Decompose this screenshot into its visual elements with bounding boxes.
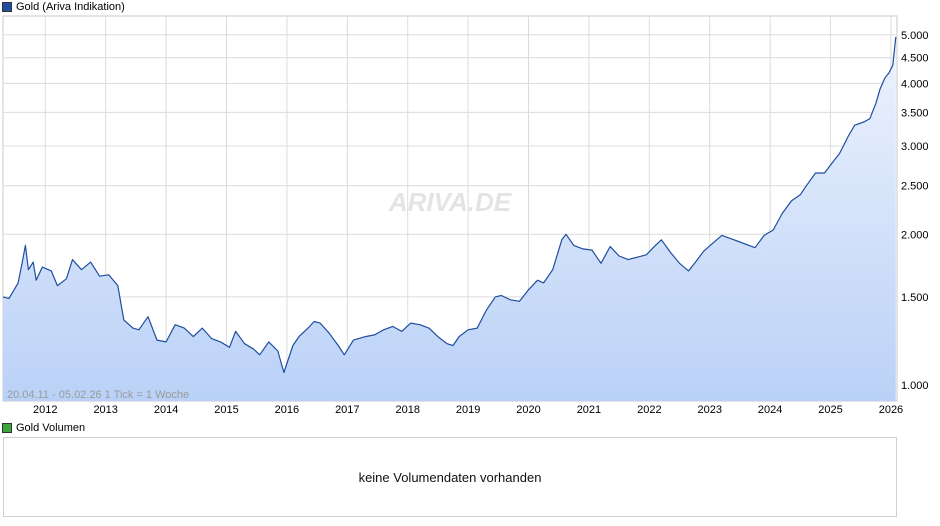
- x-tick-label: 2019: [456, 404, 480, 416]
- price-legend-label: Gold (Ariva Indikation): [16, 1, 125, 13]
- y-tick-label: 3.000: [901, 141, 929, 153]
- x-tick-label: 2021: [577, 404, 601, 416]
- volume-panel: keine Volumendaten vorhanden: [3, 437, 897, 517]
- x-tick-label: 2023: [698, 404, 722, 416]
- x-tick-label: 2013: [93, 404, 117, 416]
- x-tick-label: 2020: [516, 404, 540, 416]
- x-tick-label: 2025: [818, 404, 842, 416]
- price-legend-swatch: [2, 2, 12, 12]
- y-tick-label: 2.000: [901, 229, 929, 241]
- price-line: [2, 36, 897, 374]
- y-tick-label: 1.500: [901, 292, 929, 304]
- gold-price-chart: ARIVA.DE 20.04.11 - 05.02.26 1 Tick = 1 W…: [2, 15, 929, 416]
- price-area: [3, 37, 896, 401]
- watermark: ARIVA.DE: [388, 187, 512, 217]
- x-tick-label: 2012: [33, 404, 57, 416]
- y-tick-label: 3.500: [901, 107, 929, 119]
- x-tick-label: 2018: [395, 404, 419, 416]
- x-tick-label: 2014: [154, 404, 178, 416]
- x-tick-label: 2017: [335, 404, 359, 416]
- x-tick-label: 2016: [275, 404, 299, 416]
- x-tick-label: 2026: [879, 404, 903, 416]
- volume-empty-message: keine Volumendaten vorhanden: [358, 469, 542, 485]
- y-tick-label: 4.500: [901, 53, 929, 65]
- volume-legend-label: Gold Volumen: [16, 422, 86, 434]
- y-tick-label: 5.000: [901, 30, 929, 42]
- volume-legend: Gold Volumen: [2, 421, 85, 435]
- y-tick-label: 2.500: [901, 181, 929, 193]
- volume-legend-swatch: [2, 423, 12, 433]
- x-tick-label: 2024: [758, 404, 782, 416]
- y-tick-label: 4.000: [901, 78, 929, 90]
- range-info: 20.04.11 - 05.02.26 1 Tick = 1 Woche: [7, 389, 189, 401]
- x-tick-label: 2015: [214, 404, 238, 416]
- price-legend: Gold (Ariva Indikation): [2, 0, 125, 14]
- x-tick-label: 2022: [637, 404, 661, 416]
- y-tick-label: 1.000: [901, 380, 929, 392]
